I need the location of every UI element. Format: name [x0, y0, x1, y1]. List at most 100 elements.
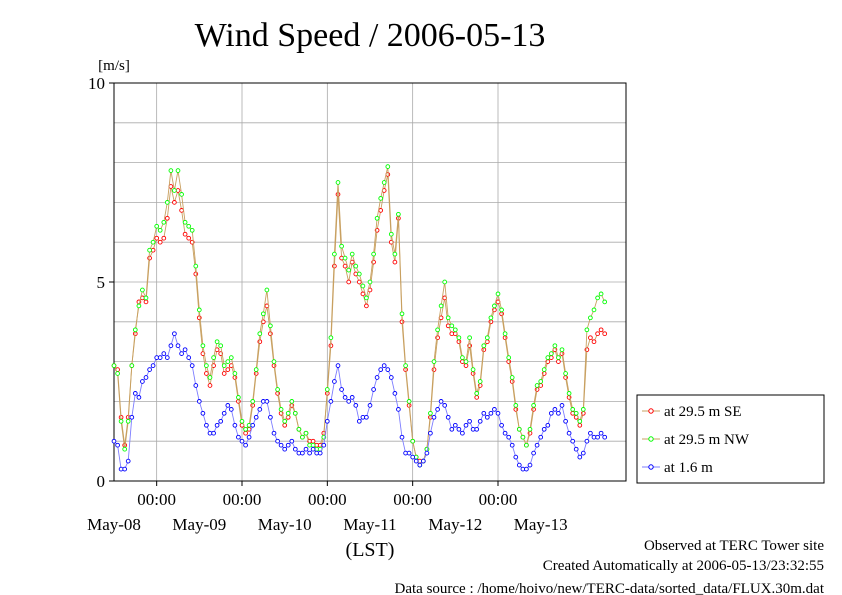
data-point	[349, 251, 355, 257]
data-point	[168, 343, 174, 349]
data-point	[424, 450, 430, 456]
data-point	[495, 291, 501, 297]
data-point	[381, 180, 387, 185]
data-point	[499, 422, 504, 428]
legend-marker	[648, 408, 654, 414]
data-point	[378, 367, 384, 372]
data-point	[488, 315, 494, 321]
data-point	[577, 454, 583, 460]
data-point	[577, 422, 583, 428]
data-point	[132, 391, 138, 396]
data-point	[367, 279, 373, 285]
data-point	[300, 450, 305, 456]
data-point	[282, 422, 288, 428]
data-point	[566, 430, 572, 436]
data-point	[179, 192, 184, 197]
data-point	[502, 430, 508, 436]
data-point	[324, 418, 330, 424]
data-point	[310, 442, 316, 448]
data-point	[467, 418, 472, 424]
data-point	[353, 403, 359, 408]
data-point	[445, 315, 451, 321]
data-point	[221, 363, 227, 368]
legend: at 29.5 m SE at 29.5 m NW at 1.6 m	[636, 394, 825, 484]
data-point	[200, 343, 206, 349]
data-point	[364, 414, 369, 420]
data-point	[541, 426, 547, 432]
data-point	[467, 335, 472, 341]
data-point	[260, 311, 266, 317]
data-point	[449, 323, 455, 329]
data-point	[556, 355, 561, 360]
data-point	[509, 375, 515, 380]
data-point	[371, 387, 376, 392]
data-point	[392, 391, 398, 396]
data-point	[406, 450, 412, 456]
data-point	[186, 355, 192, 360]
data-point	[545, 422, 551, 428]
data-point	[136, 395, 142, 400]
data-point	[179, 208, 184, 213]
data-point	[364, 303, 369, 309]
data-point	[399, 319, 405, 325]
data-point	[143, 299, 149, 305]
data-point	[239, 438, 245, 444]
data-point	[563, 371, 568, 376]
data-point	[428, 410, 433, 416]
data-point	[122, 466, 128, 472]
data-point	[524, 466, 529, 472]
data-point	[211, 430, 216, 436]
data-point	[506, 355, 512, 360]
data-point	[157, 227, 163, 233]
data-point	[335, 180, 341, 185]
data-point	[410, 438, 416, 444]
data-point	[147, 247, 152, 253]
data-point	[303, 446, 309, 452]
data-point	[154, 223, 160, 229]
data-point	[257, 331, 263, 337]
data-point	[335, 192, 341, 197]
legend-label: at 29.5 m NW	[664, 432, 750, 448]
data-point	[214, 422, 220, 428]
data-point	[172, 331, 177, 337]
data-point	[218, 343, 224, 349]
data-point	[509, 442, 515, 448]
data-point	[332, 379, 337, 384]
data-point	[538, 379, 544, 384]
data-point	[360, 291, 366, 297]
data-point	[396, 407, 401, 412]
data-point	[239, 418, 245, 424]
data-point	[154, 235, 160, 241]
data-point	[396, 211, 401, 217]
data-point	[115, 371, 120, 376]
data-point	[563, 418, 568, 424]
data-point	[157, 355, 163, 360]
data-point	[221, 410, 227, 416]
data-point	[435, 407, 440, 412]
data-point	[186, 235, 192, 241]
data-point	[392, 251, 398, 257]
data-point	[207, 383, 213, 388]
data-point	[420, 458, 426, 464]
data-point	[186, 223, 192, 229]
data-point	[566, 391, 572, 396]
data-point	[339, 243, 344, 249]
data-point	[367, 403, 373, 408]
data-point	[172, 188, 177, 193]
data-point	[413, 458, 419, 464]
data-point	[573, 410, 579, 416]
x-tick-time-label: 00:00	[393, 490, 432, 509]
data-point	[328, 335, 334, 341]
series-line	[113, 174, 606, 462]
data-point	[310, 446, 316, 452]
data-point	[445, 414, 451, 420]
data-point	[431, 414, 437, 420]
data-point	[378, 208, 384, 213]
data-point	[204, 363, 209, 368]
data-point	[335, 363, 341, 368]
data-point	[349, 395, 355, 400]
data-point	[278, 407, 284, 412]
data-point	[588, 430, 593, 436]
data-point	[463, 422, 469, 428]
data-point	[534, 442, 540, 448]
